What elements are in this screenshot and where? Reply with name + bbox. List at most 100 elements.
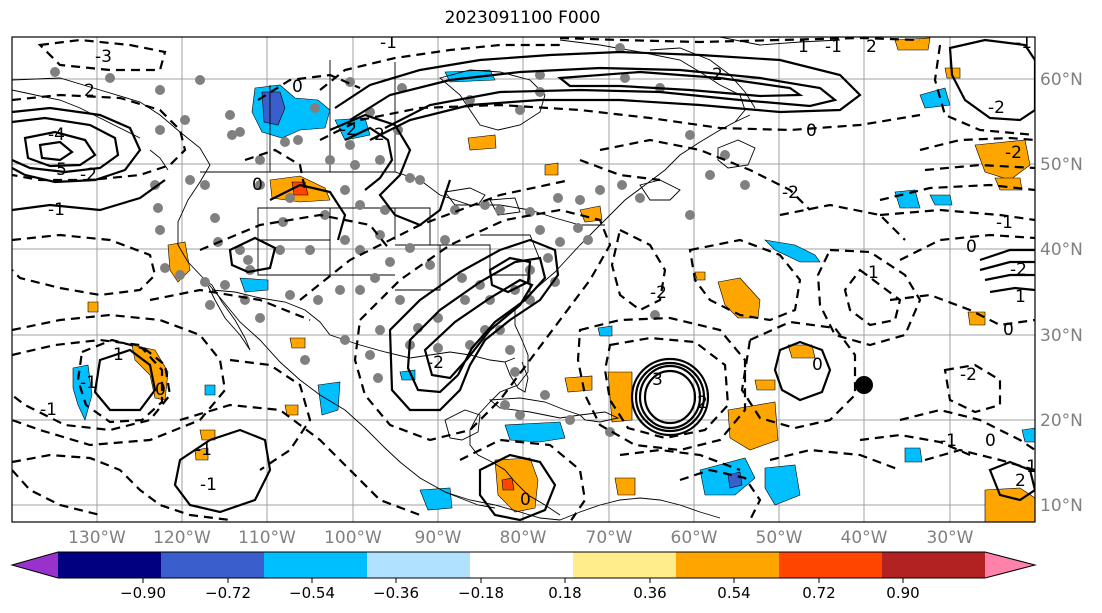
coastline-vancouver (149, 149, 169, 171)
contour-dashed (843, 268, 902, 327)
contour-label: -1 (996, 213, 1013, 233)
lat-tick-label: 40°N (1040, 240, 1083, 260)
latitude-labels: 60°N 50°N 40°N 30°N 20°N 10°N (1040, 70, 1083, 516)
shade-darkblue-region (261, 91, 286, 126)
colorbar-ticks (142, 578, 904, 583)
shade-blue-region (919, 87, 951, 109)
coastline-central-america (444, 491, 496, 509)
contour-solid (12, 116, 120, 174)
lon-tick-label: 110°W (238, 528, 296, 548)
colorbar-tick-label: −0.90 (120, 584, 166, 602)
colorbar-tick-label: 0.72 (802, 584, 835, 602)
lat-tick-label: 60°N (1040, 70, 1083, 90)
contour-label: -1 (48, 200, 65, 220)
contour-dashed (933, 44, 1035, 137)
contour-dashed (459, 438, 587, 522)
contour-dashed (149, 288, 311, 322)
contour-label: -1 (1020, 457, 1037, 477)
contour-label: 2 (1015, 471, 1026, 491)
shade-orange-region (727, 401, 779, 451)
contour-label: -2 (340, 120, 357, 140)
contour-solid (334, 50, 862, 141)
contour-dashed (679, 468, 762, 521)
contour-solid (388, 238, 560, 412)
colorbar-labels: −0.90 −0.72 −0.54 −0.36 −0.18 0.18 0.36 … (120, 584, 920, 602)
coastline-alaska (12, 89, 141, 139)
contour-solid (38, 140, 74, 162)
shade-orange-region (974, 139, 1031, 181)
coastline-hispaniola (579, 411, 620, 423)
contour-dashed (879, 183, 1035, 202)
lon-tick-label: 40°W (841, 528, 888, 548)
contour-solid (638, 364, 702, 430)
contour-dashed (576, 316, 747, 452)
shade-blue-region (239, 277, 269, 293)
lat-tick-label: 10°N (1040, 496, 1083, 516)
contour-label: 2 (84, 81, 95, 101)
shade-blue-region (597, 325, 613, 337)
contour-label: 2 (712, 65, 723, 85)
colorbar-segment (779, 552, 883, 578)
contour-dashed (943, 363, 1002, 414)
contour-solid (269, 183, 347, 241)
lon-tick-label: 30°W (927, 528, 974, 548)
lat-tick-label: 30°N (1040, 326, 1083, 346)
contour-label: -2 (650, 283, 667, 303)
colorbar-segment (573, 552, 677, 578)
contour-dashed (319, 43, 560, 91)
lat-tick-label: 50°N (1040, 155, 1083, 175)
contour-label: -5 (50, 160, 67, 180)
contour-label: 1 (868, 263, 879, 283)
contour-label: -4 (48, 125, 65, 145)
contour-solid (488, 256, 532, 294)
border-canada-provinces (269, 60, 396, 172)
colorbar-segment (161, 552, 265, 578)
contour-label: 0 (155, 380, 166, 400)
shade-orange-region (984, 487, 1035, 522)
shade-orange-region (467, 134, 497, 151)
colorbar-tick-label: 0.36 (633, 584, 666, 602)
border-us-mexico (211, 289, 331, 336)
contour-solid (423, 278, 534, 380)
colorbar: −0.90 −0.72 −0.54 −0.36 −0.18 0.18 0.36 … (10, 551, 1037, 602)
contour-solid (173, 428, 272, 514)
lon-tick-label: 90°W (415, 528, 462, 548)
contour-dashed (740, 320, 857, 430)
contour-solid (344, 126, 394, 191)
contour-dashed (816, 248, 922, 347)
contour-dashed (12, 313, 227, 447)
lon-tick-label: 120°W (153, 528, 211, 548)
contour-dashed (599, 138, 811, 211)
contour-dashed (559, 37, 921, 44)
colorbar-tick-label: −0.72 (205, 584, 251, 602)
contour-dashed (919, 136, 1035, 152)
colorbar-outline (10, 551, 1037, 579)
contour-solid (349, 66, 838, 129)
shade-orange-region (87, 301, 99, 313)
contour-labels: -3 2 -1 0 -4 -2 -5 -1 -2 2 0 1 2 -1 0 2 … (40, 33, 1037, 510)
shade-orange-region (894, 37, 931, 51)
contour-solid (643, 369, 697, 425)
contour-solid (773, 340, 832, 402)
contour-lines (12, 37, 1035, 522)
contour-label: -1 (80, 373, 97, 393)
shade-blue-region (1021, 427, 1035, 443)
shade-blue-region (929, 194, 953, 206)
shade-blue-region (764, 239, 821, 263)
shade-red-region (501, 477, 515, 491)
contour-solid (988, 460, 1035, 502)
contour-label: 3 (652, 370, 663, 390)
contour-label: 0 (812, 355, 823, 375)
shade-orange-region (194, 447, 209, 461)
lon-tick-label: 50°W (756, 528, 803, 548)
colorbar-segments (12, 552, 1035, 578)
lon-tick-label: 100°W (324, 528, 382, 548)
contour-label: 0 (966, 237, 977, 257)
station-marker-highlighted (855, 376, 873, 394)
contour-dashed (12, 453, 231, 522)
contour-label: 0 (292, 77, 303, 97)
contour-dashed (12, 233, 157, 297)
contour-label: -3 (95, 47, 112, 67)
contour-label: -1 (380, 33, 397, 53)
